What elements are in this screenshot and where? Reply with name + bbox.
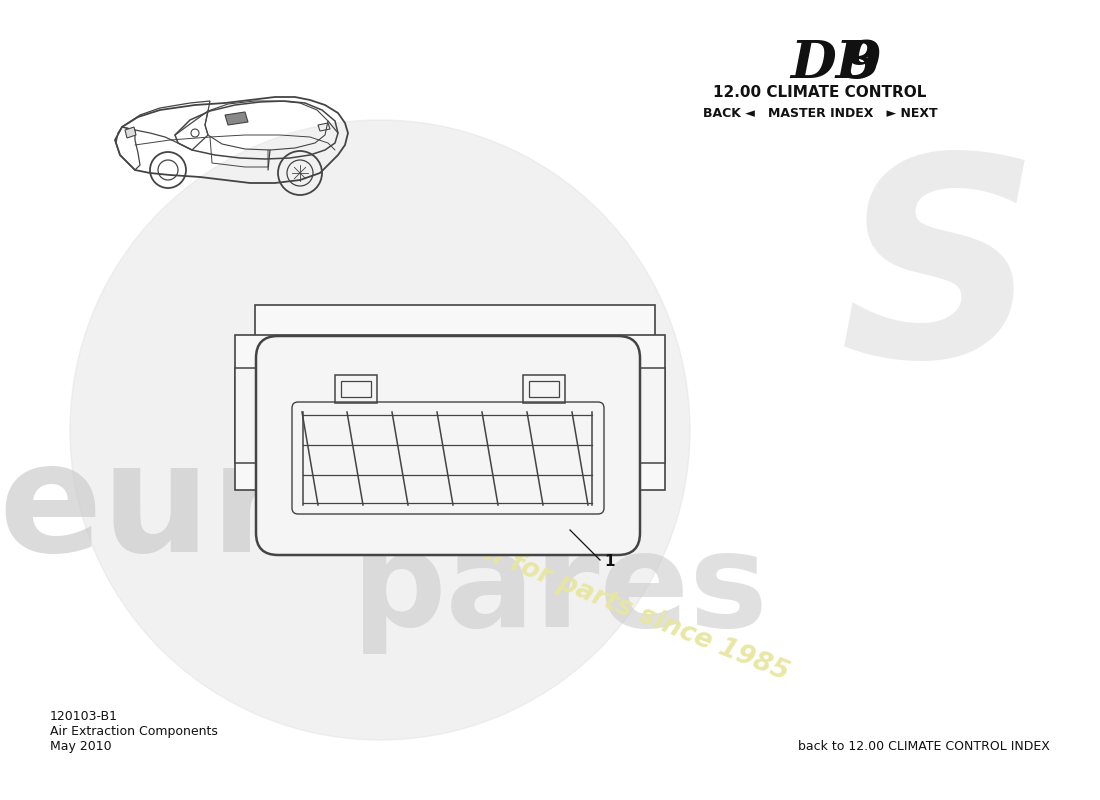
Text: 12.00 CLIMATE CONTROL: 12.00 CLIMATE CONTROL <box>713 85 926 100</box>
Polygon shape <box>226 112 248 125</box>
Circle shape <box>70 120 690 740</box>
Text: 9: 9 <box>845 38 882 89</box>
Text: a passion for parts since 1985: a passion for parts since 1985 <box>367 494 793 686</box>
FancyBboxPatch shape <box>256 336 640 555</box>
FancyBboxPatch shape <box>632 368 666 463</box>
Text: back to 12.00 CLIMATE CONTROL INDEX: back to 12.00 CLIMATE CONTROL INDEX <box>799 740 1050 753</box>
FancyBboxPatch shape <box>235 335 666 490</box>
Text: 1: 1 <box>604 554 615 570</box>
Text: DB: DB <box>790 38 880 89</box>
Text: euro: euro <box>0 435 392 585</box>
Text: May 2010: May 2010 <box>50 740 111 753</box>
FancyBboxPatch shape <box>235 368 267 463</box>
Text: 120103-B1: 120103-B1 <box>50 710 118 723</box>
FancyBboxPatch shape <box>255 305 654 345</box>
Text: Air Extraction Components: Air Extraction Components <box>50 725 218 738</box>
Text: S: S <box>840 145 1040 415</box>
Polygon shape <box>125 127 136 138</box>
Text: BACK ◄   MASTER INDEX   ► NEXT: BACK ◄ MASTER INDEX ► NEXT <box>703 107 937 120</box>
Text: pares: pares <box>352 526 769 654</box>
